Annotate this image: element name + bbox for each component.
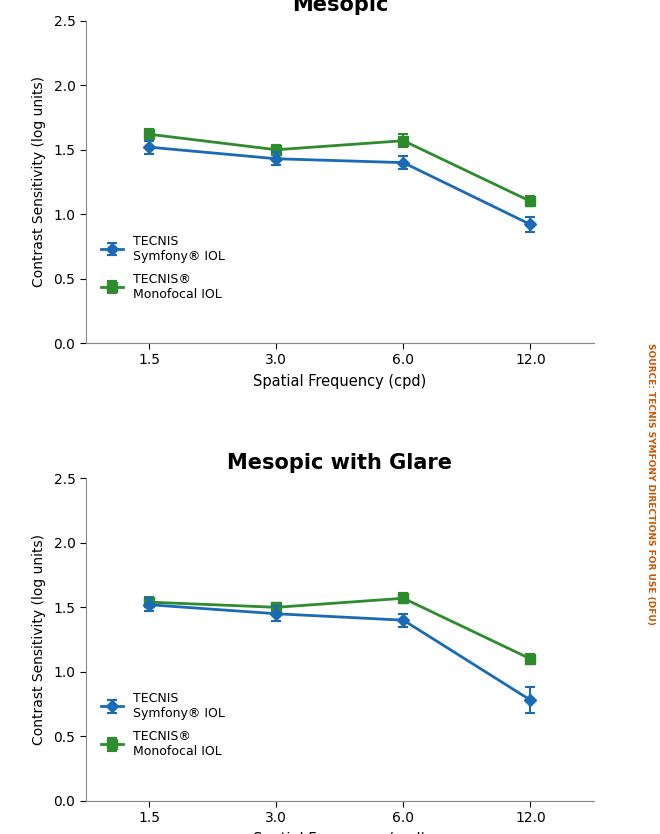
Y-axis label: Contrast Sensitivity (log units): Contrast Sensitivity (log units) <box>32 534 46 745</box>
Title: Mesopic: Mesopic <box>292 0 388 15</box>
Y-axis label: Contrast Sensitivity (log units): Contrast Sensitivity (log units) <box>32 77 46 288</box>
Title: Mesopic with Glare: Mesopic with Glare <box>228 453 452 473</box>
Text: SOURCE: TECNIS SYMFONY DIRECTIONS FOR USE (DFU): SOURCE: TECNIS SYMFONY DIRECTIONS FOR US… <box>645 343 655 625</box>
X-axis label: Spatial Frequency (cpd): Spatial Frequency (cpd) <box>253 832 426 834</box>
Legend: TECNIS
Symfony® IOL, TECNIS®
Monofocal IOL: TECNIS Symfony® IOL, TECNIS® Monofocal I… <box>97 689 229 762</box>
X-axis label: Spatial Frequency (cpd): Spatial Frequency (cpd) <box>253 374 426 389</box>
Legend: TECNIS
Symfony® IOL, TECNIS®
Monofocal IOL: TECNIS Symfony® IOL, TECNIS® Monofocal I… <box>97 231 229 304</box>
